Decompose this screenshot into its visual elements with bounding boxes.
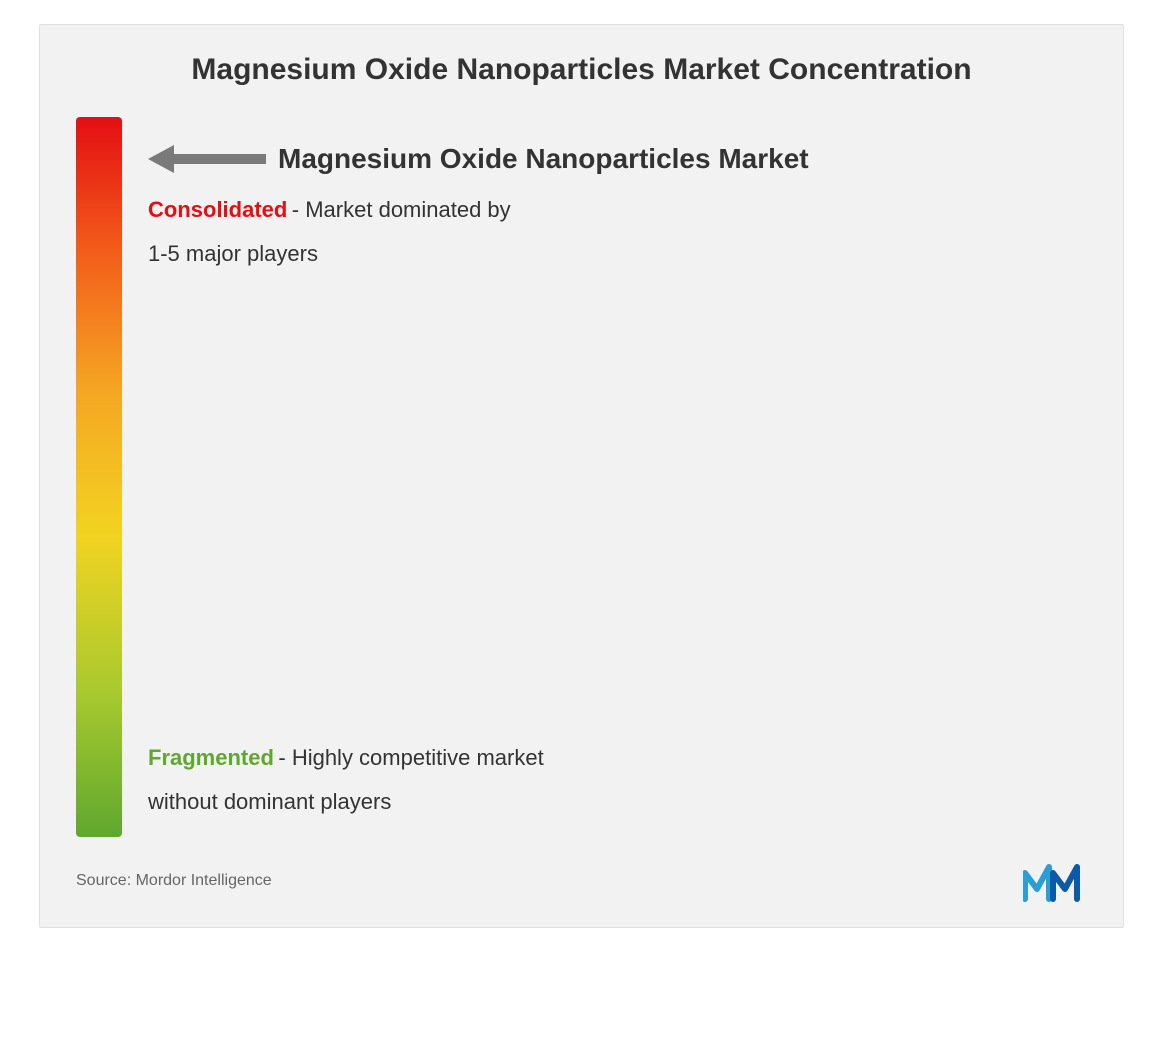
infographic-card: Magnesium Oxide Nanoparticles Market Con… [39,24,1124,928]
right-column: Magnesium Oxide Nanoparticles Market Con… [148,117,1087,837]
footer-row: Source: Mordor Intelligence [76,859,1087,903]
concentration-gradient-bar [76,117,122,837]
consolidated-subline: 1-5 major players [148,241,1087,267]
fragmented-subline: without dominant players [148,789,544,815]
consolidated-description: - Market dominated by [292,197,511,222]
fragmented-label: Fragmented [148,745,274,770]
market-pointer-row: Magnesium Oxide Nanoparticles Market [148,143,1087,175]
fragmented-line: Fragmented - Highly competitive market [148,745,544,771]
consolidated-block: Consolidated - Market dominated by 1-5 m… [148,197,1087,267]
mordor-logo-icon [1023,859,1087,903]
market-name-label: Magnesium Oxide Nanoparticles Market [278,143,809,175]
consolidated-line: Consolidated - Market dominated by [148,197,1087,223]
fragmented-block: Fragmented - Highly competitive market w… [148,745,544,815]
chart-title: Magnesium Oxide Nanoparticles Market Con… [76,53,1087,87]
source-label: Source: Mordor Intelligence [76,872,272,890]
fragmented-description: - Highly competitive market [278,745,543,770]
brand-logo [1023,859,1087,903]
content-row: Magnesium Oxide Nanoparticles Market Con… [76,117,1087,837]
consolidated-label: Consolidated [148,197,287,222]
arrow-left-icon [148,143,266,175]
